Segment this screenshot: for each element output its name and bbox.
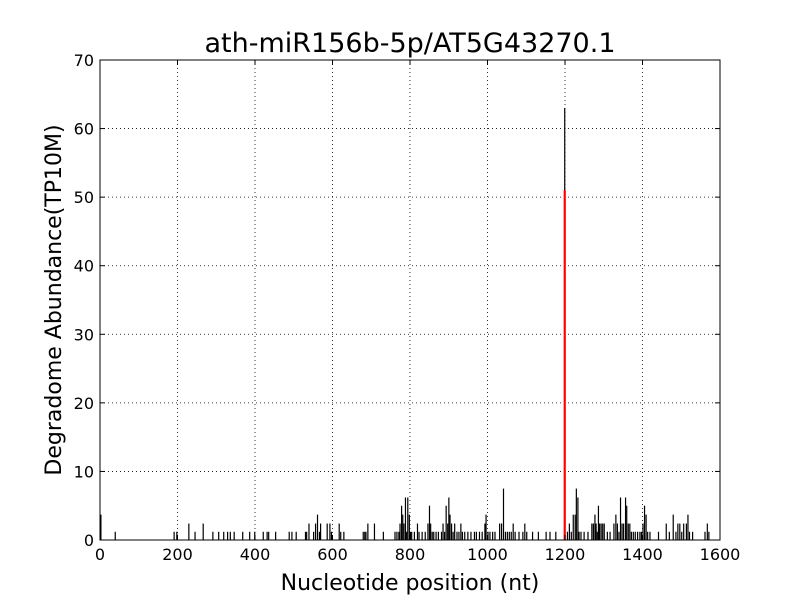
- x-tick-label: 1400: [622, 545, 663, 564]
- x-tick-label: 400: [240, 545, 271, 564]
- x-tick-label: 1000: [467, 545, 508, 564]
- y-tick-label: 70: [74, 51, 94, 70]
- x-tick-label: 0: [95, 545, 105, 564]
- x-tick-label: 800: [395, 545, 426, 564]
- y-tick-label: 20: [74, 394, 94, 413]
- y-axis-label: Degradome Abundance(TP10M): [42, 124, 67, 475]
- x-tick-label: 1200: [545, 545, 586, 564]
- x-tick-label: 600: [317, 545, 348, 564]
- y-tick-label: 40: [74, 257, 94, 276]
- axis-ticks: 0 200 400 600 800 1000 1200 1400 1600 0 10 20 30 40 50…: [74, 51, 741, 564]
- y-tick-label: 60: [74, 120, 94, 139]
- y-tick-label: 50: [74, 188, 94, 207]
- x-axis-label: Nucleotide position (nt): [281, 571, 540, 596]
- chart-title: ath-miR156b-5p/AT5G43270.1: [205, 28, 616, 59]
- x-tick-label: 200: [162, 545, 193, 564]
- y-tick-label: 30: [74, 325, 94, 344]
- y-tick-label: 10: [74, 462, 94, 481]
- y-tick-label: 0: [84, 531, 94, 550]
- x-tick-label: 1600: [700, 545, 741, 564]
